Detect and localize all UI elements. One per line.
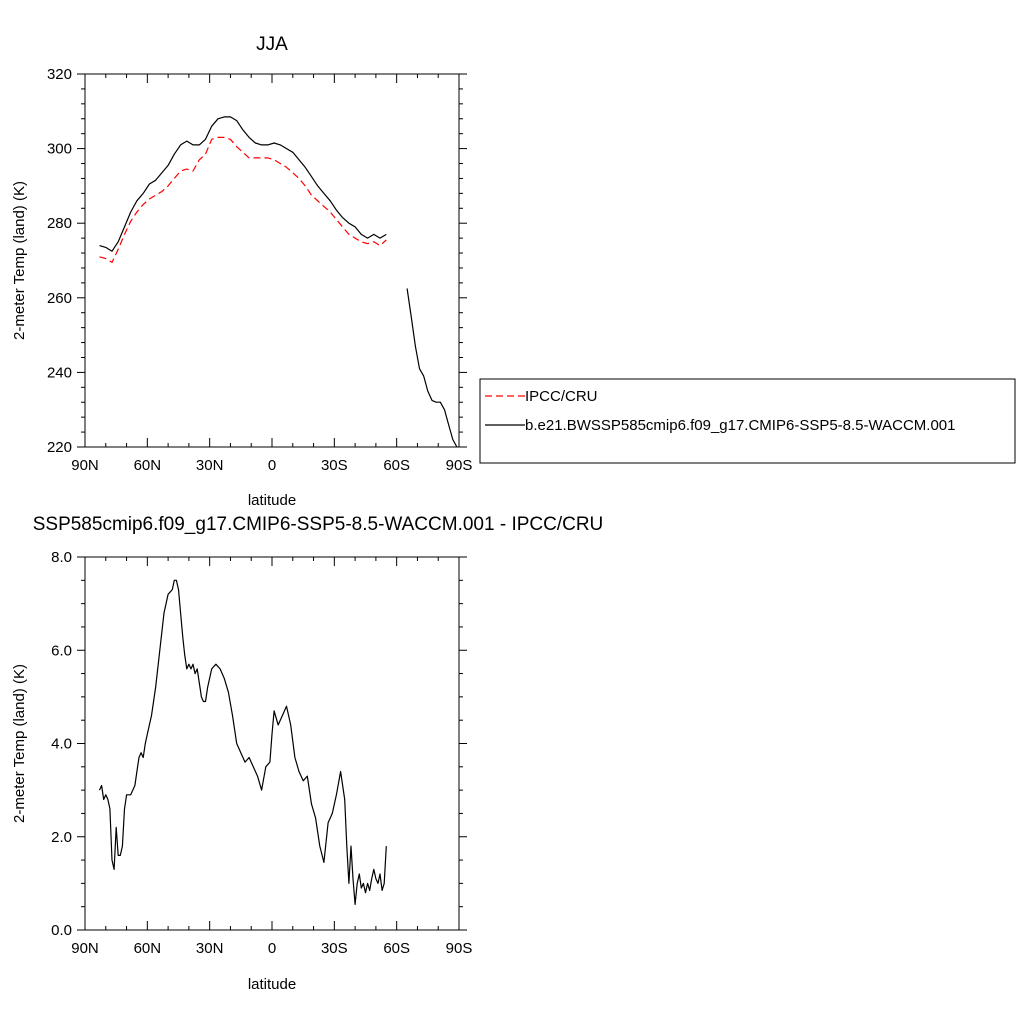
x-tick-label: 0: [268, 940, 276, 957]
legend-box: [479, 378, 1016, 464]
x-tick-label: 60N: [134, 457, 162, 474]
y-tick-label: 320: [47, 66, 72, 83]
plot-frame: [84, 73, 460, 448]
x-tick-label: 60S: [383, 457, 410, 474]
series-line-2: [99, 116, 458, 448]
y-tick-label: 300: [47, 141, 72, 158]
x-axis-label: latitude: [248, 976, 296, 993]
x-tick-label: 90N: [71, 457, 99, 474]
series-line-1: [98, 579, 387, 905]
bottom-panel-difference: SSP585cmip6.f09_g17.CMIP6-SSP5-8.5-WACCM…: [11, 514, 603, 993]
x-tick-label: 30S: [321, 940, 348, 957]
y-tick-label: 4.0: [51, 736, 72, 753]
y-tick-label: 280: [47, 215, 72, 232]
y-tick-label: 220: [47, 439, 72, 456]
x-tick-label: 30S: [321, 457, 348, 474]
x-tick-label: 90S: [446, 940, 473, 957]
x-axis-label: latitude: [248, 492, 296, 509]
x-tick-label: 90N: [71, 940, 99, 957]
y-tick-label: 6.0: [51, 642, 72, 659]
x-tick-label: 90S: [446, 457, 473, 474]
series-line-1: [99, 136, 387, 263]
legend-label-1: IPCC/CRU: [525, 388, 598, 405]
x-tick-label: 30N: [196, 457, 224, 474]
x-tick-label: 60S: [383, 940, 410, 957]
top-panel-jja: JJA 90N 60N 30N 0 30S 60S 90S 220 240 260 280 300 320…: [11, 34, 472, 509]
x-tick-label: 30N: [196, 940, 224, 957]
y-tick-label: 0.0: [51, 922, 72, 939]
legend-label-2: b.e21.BWSSP585cmip6.f09_g17.CMIP6-SSP5-8…: [525, 417, 955, 434]
chart-title: JJA: [256, 34, 288, 55]
x-tick-label: 0: [268, 457, 276, 474]
y-axis-label: 2-meter Temp (land) (K): [11, 181, 28, 340]
y-axis-label: 2-meter Temp (land) (K): [11, 664, 28, 823]
x-tick-label: 60N: [134, 940, 162, 957]
y-tick-label: 260: [47, 290, 72, 307]
y-tick-label: 8.0: [51, 549, 72, 566]
chart-title: SSP585cmip6.f09_g17.CMIP6-SSP5-8.5-WACCM…: [33, 514, 604, 535]
y-tick-label: 240: [47, 364, 72, 381]
y-tick-label: 2.0: [51, 829, 72, 846]
plot-frame: [84, 556, 460, 931]
legend: IPCC/CRU b.e21.BWSSP585cmip6.f09_g17.CMIP…: [479, 378, 1016, 464]
